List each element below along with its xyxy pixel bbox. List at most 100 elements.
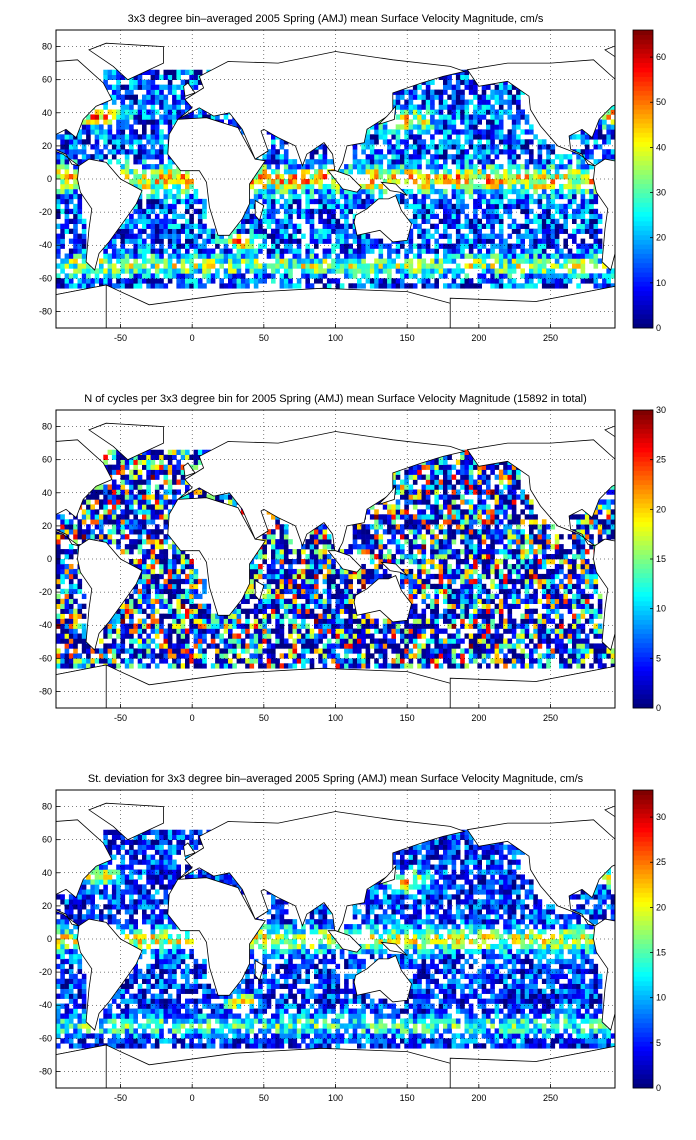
heatmap-cell <box>146 94 151 100</box>
heatmap-cell <box>185 218 190 224</box>
heatmap-cell <box>279 588 285 595</box>
heatmap-cell <box>589 164 594 170</box>
heatmap-cell <box>288 248 293 254</box>
heatmap-cell <box>94 273 100 279</box>
heatmap-cell <box>197 613 203 619</box>
heatmap-cell <box>326 568 332 575</box>
heatmap-cell <box>232 228 237 234</box>
heatmap-cell <box>451 129 457 135</box>
heatmap-cell <box>180 69 186 75</box>
heatmap-cell <box>314 268 319 274</box>
heatmap-cell <box>507 139 513 145</box>
heatmap-cell <box>185 658 190 664</box>
heatmap-cell <box>137 233 143 239</box>
heatmap-cell <box>541 183 547 190</box>
heatmap-cell <box>129 509 134 515</box>
heatmap-cell <box>193 208 199 215</box>
heatmap-cell <box>129 504 134 510</box>
heatmap-cell <box>90 519 95 525</box>
heatmap-cell <box>275 258 280 264</box>
heatmap-cell <box>68 588 74 595</box>
heatmap-cell <box>133 509 138 515</box>
heatmap-cell <box>498 104 504 110</box>
heatmap-cell <box>219 258 224 264</box>
heatmap-cell <box>572 169 577 175</box>
heatmap-cell <box>481 278 487 284</box>
heatmap-cell <box>189 69 194 75</box>
heatmap-cell <box>404 144 409 150</box>
heatmap-cell <box>318 268 323 274</box>
heatmap-cell <box>288 268 293 274</box>
heatmap-cell <box>348 263 353 269</box>
heatmap-cell <box>116 504 121 510</box>
heatmap-cell <box>137 563 143 570</box>
heatmap-cell <box>597 273 603 279</box>
heatmap-cell <box>81 149 87 155</box>
heatmap-cell <box>258 233 263 239</box>
heatmap-cell <box>202 273 207 279</box>
heatmap-cell <box>460 238 465 244</box>
heatmap-cell <box>81 499 87 505</box>
heatmap-cell <box>249 658 255 664</box>
heatmap-cell <box>554 238 560 244</box>
heatmap-cell <box>524 179 530 185</box>
heatmap-cell <box>361 203 366 210</box>
heatmap-cell <box>120 529 126 535</box>
heatmap-cell <box>404 89 409 95</box>
heatmap-cell <box>129 94 134 100</box>
heatmap-cell <box>266 198 272 205</box>
heatmap-cell <box>584 144 590 150</box>
heatmap-cell <box>146 179 151 185</box>
heatmap-cell <box>288 549 293 555</box>
heatmap-cell <box>283 208 289 215</box>
heatmap-cell <box>60 243 65 249</box>
heatmap-cell <box>322 549 328 555</box>
heatmap-cell <box>387 174 392 180</box>
heatmap-cell <box>481 183 487 190</box>
heatmap-cell <box>305 593 310 600</box>
heatmap-cell <box>185 638 190 644</box>
heatmap-cell <box>400 104 405 110</box>
heatmap-cell <box>524 139 530 145</box>
heatmap-cell <box>223 283 229 289</box>
heatmap-cell <box>309 228 315 234</box>
heatmap-cell <box>189 283 194 289</box>
heatmap-cell <box>477 139 482 145</box>
heatmap-cell <box>210 253 216 259</box>
heatmap-cell <box>576 183 581 190</box>
heatmap-cell <box>400 124 405 130</box>
heatmap-cell <box>447 109 452 115</box>
heatmap-cell <box>520 253 525 259</box>
heatmap-cell <box>301 593 306 600</box>
heatmap-cell <box>124 633 130 639</box>
heatmap-cell <box>275 524 280 530</box>
heatmap-cell <box>180 213 186 220</box>
heatmap-cell <box>167 119 173 125</box>
heatmap-cell <box>279 663 285 669</box>
heatmap-cell <box>369 154 375 160</box>
heatmap-cell <box>120 479 126 485</box>
heatmap-cell <box>382 243 388 249</box>
heatmap-cell <box>331 228 336 234</box>
heatmap-cell <box>473 238 478 244</box>
heatmap-cell <box>477 283 482 289</box>
heatmap-cell <box>443 258 448 264</box>
heatmap-cell <box>494 89 500 95</box>
heatmap-cell <box>408 273 414 279</box>
heatmap-cell <box>142 459 147 465</box>
heatmap-cell <box>146 648 151 654</box>
heatmap-cell <box>129 149 134 155</box>
heatmap-cell <box>150 519 156 525</box>
heatmap-cell <box>326 188 332 195</box>
heatmap-cell <box>116 159 121 165</box>
heatmap-cell <box>314 278 319 284</box>
heatmap-cell <box>283 164 289 170</box>
heatmap-cell <box>64 633 70 639</box>
heatmap-cell <box>443 193 448 200</box>
heatmap-cell <box>210 278 216 284</box>
heatmap-cell <box>193 74 199 80</box>
heatmap-cell <box>189 588 194 595</box>
heatmap-cell <box>185 608 190 614</box>
heatmap-cell <box>309 563 315 570</box>
colorbar-segment <box>633 71 653 77</box>
